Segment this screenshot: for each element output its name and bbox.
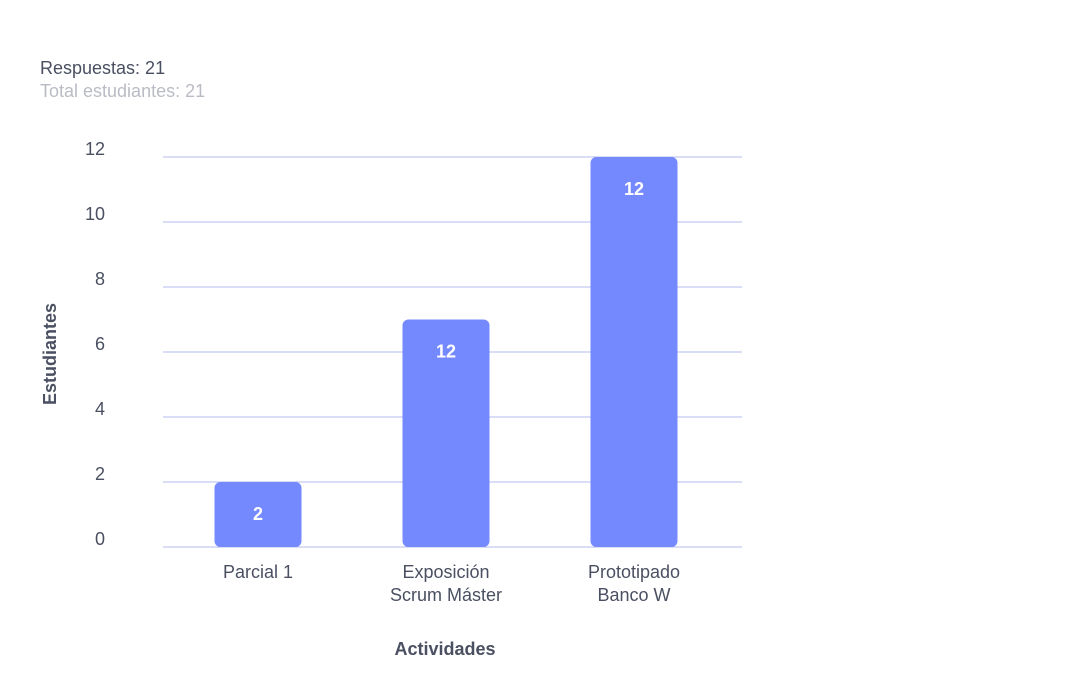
y-tick-label: 12 xyxy=(85,139,105,159)
bar xyxy=(402,319,490,547)
x-tick-label: Parcial 1 xyxy=(223,562,293,582)
x-tick-line: Exposición xyxy=(402,562,489,582)
total-students: Total estudiantes: 21 xyxy=(40,81,205,101)
x-tick-line: Banco W xyxy=(597,585,670,605)
x-tick-line: Scrum Máster xyxy=(390,585,502,605)
bar-label: 12 xyxy=(624,179,644,199)
y-tick-label: 4 xyxy=(95,399,105,419)
bar xyxy=(590,157,678,547)
x-axis-label: Actividades xyxy=(394,639,495,659)
y-tick-label: 0 xyxy=(95,529,105,549)
bar-label: 12 xyxy=(436,341,456,361)
x-tick-label: Exposición Scrum Máster xyxy=(390,562,502,605)
y-tick-label: 6 xyxy=(95,334,105,354)
x-tick-line: Prototipado xyxy=(588,562,680,582)
y-tick-label: 2 xyxy=(95,464,105,484)
bar xyxy=(214,482,302,547)
x-tick-label: Prototipado Banco W xyxy=(588,562,680,605)
responses: Respuestas: 21 xyxy=(40,58,165,78)
y-axis-label: Estudiantes xyxy=(40,303,60,405)
y-tick-label: 10 xyxy=(85,204,105,224)
y-tick-label: 8 xyxy=(95,269,105,289)
x-tick-line: Parcial 1 xyxy=(223,562,293,582)
bar-label: 2 xyxy=(253,504,263,524)
